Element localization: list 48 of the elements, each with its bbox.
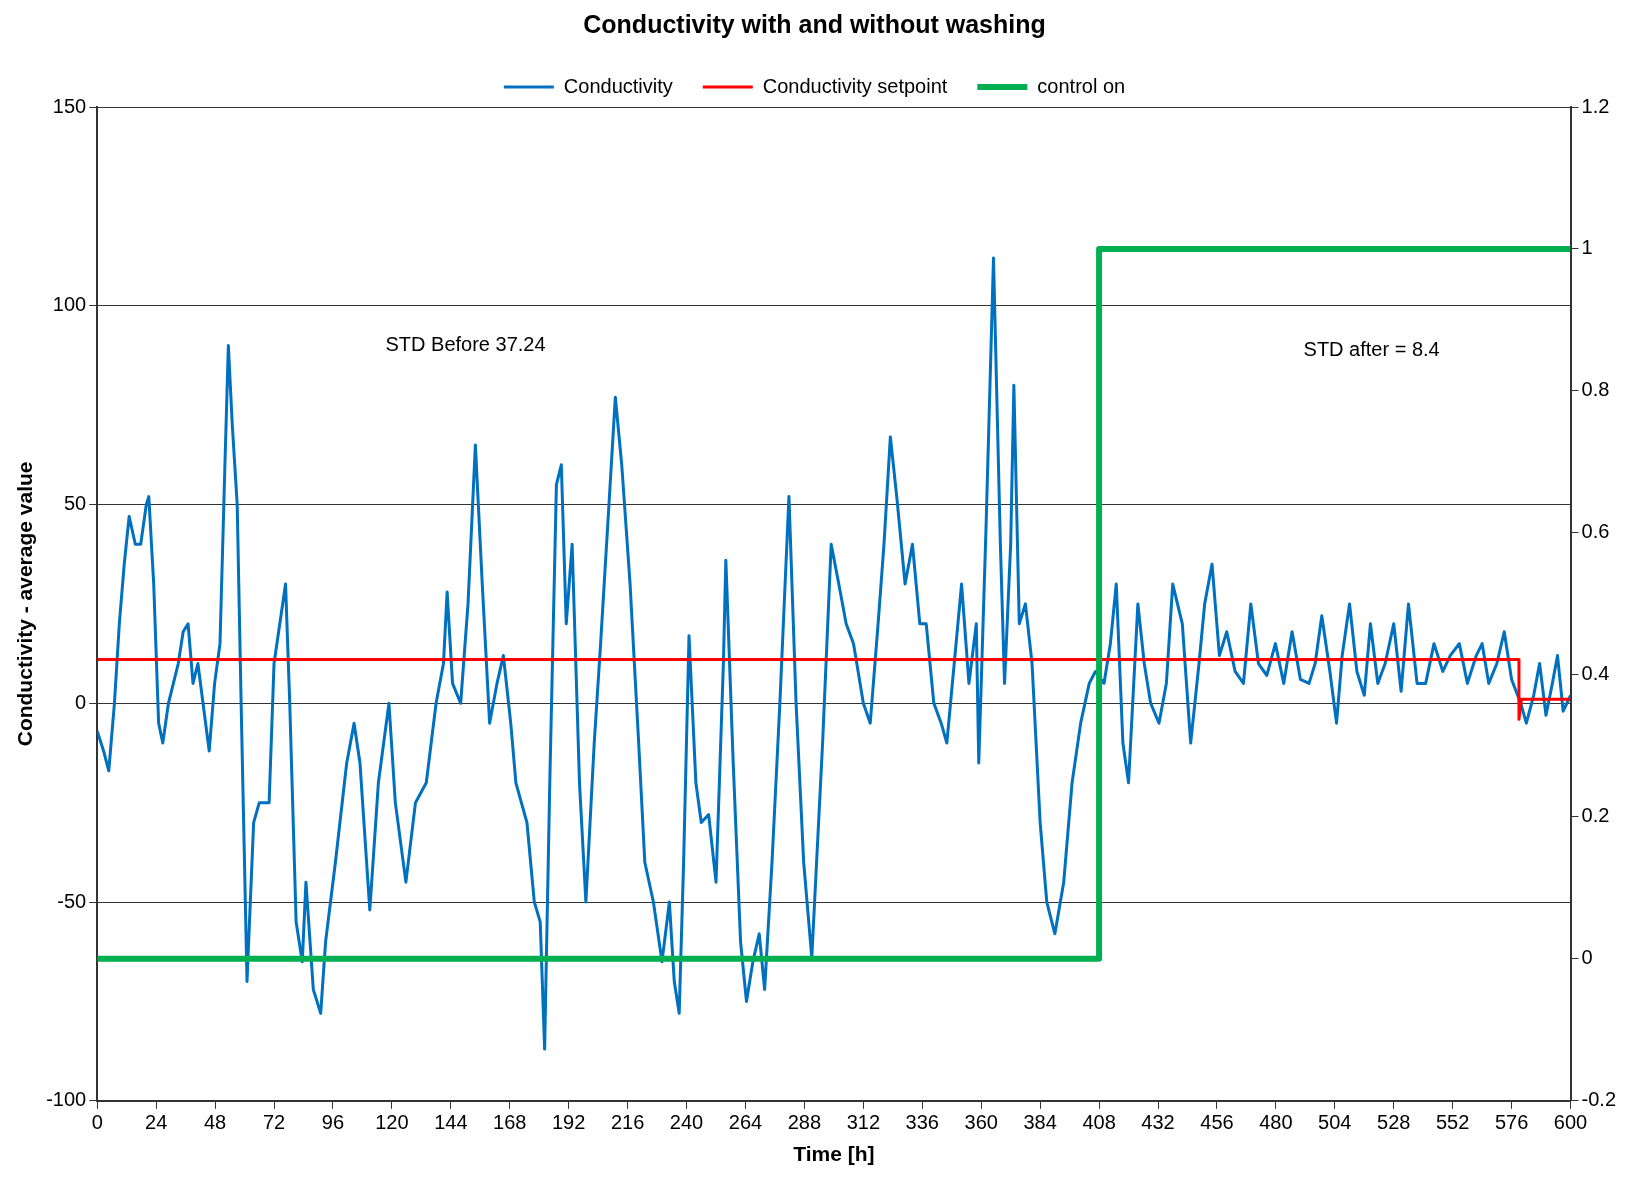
x-tick-label: 336 — [905, 1111, 939, 1134]
annotation: STD after = 8.4 — [1303, 338, 1440, 360]
x-tick-label: 480 — [1259, 1111, 1293, 1134]
x-tick-label: 360 — [964, 1111, 998, 1134]
y-tick-label: -50 — [57, 889, 87, 912]
x-tick-label: 432 — [1141, 1111, 1175, 1134]
x-tick-label: 0 — [91, 1111, 103, 1134]
y-tick-label: 0 — [75, 690, 87, 713]
y2-tick-label: 0.8 — [1581, 378, 1610, 401]
legend-label: Conductivity — [563, 74, 673, 97]
legend-label: Conductivity setpoint — [762, 74, 948, 97]
x-tick-label: 144 — [434, 1111, 468, 1134]
x-tick-label: 456 — [1200, 1111, 1234, 1134]
x-tick-label: 216 — [610, 1111, 645, 1134]
x-tick-label: 48 — [203, 1111, 227, 1134]
y2-tick-label: -0.2 — [1581, 1088, 1617, 1111]
x-tick-label: 384 — [1023, 1111, 1057, 1134]
y2-tick-label: 0 — [1581, 946, 1593, 969]
x-tick-label: 408 — [1082, 1111, 1116, 1134]
x-tick-label: 168 — [493, 1111, 527, 1134]
x-axis-title: Time [h] — [793, 1142, 875, 1166]
y-tick-label: 150 — [52, 94, 87, 117]
x-tick-label: 192 — [552, 1111, 586, 1134]
annotation: STD Before 37.24 — [385, 333, 546, 356]
y2-tick-label: 0.6 — [1581, 520, 1610, 543]
x-tick-label: 24 — [145, 1111, 168, 1134]
x-tick-label: 552 — [1435, 1111, 1470, 1134]
x-tick-label: 264 — [728, 1111, 763, 1134]
x-tick-label: 120 — [375, 1111, 409, 1134]
x-tick-label: 576 — [1494, 1111, 1529, 1134]
y-axis-title: Conductivity - average value — [13, 461, 37, 747]
x-tick-label: 72 — [262, 1111, 286, 1134]
y2-tick-label: 1.2 — [1581, 94, 1610, 117]
x-tick-label: 504 — [1318, 1111, 1352, 1134]
x-tick-label: 312 — [846, 1111, 881, 1134]
x-tick-label: 600 — [1553, 1111, 1588, 1134]
legend-label: control on — [1037, 74, 1126, 97]
chart-title: Conductivity with and without washing — [583, 9, 1046, 38]
y2-tick-label: 1 — [1581, 236, 1593, 259]
y-tick-label: 50 — [63, 492, 87, 515]
y2-tick-label: 0.4 — [1581, 662, 1610, 685]
y-tick-label: -100 — [46, 1088, 87, 1111]
x-tick-label: 96 — [321, 1111, 345, 1134]
x-tick-label: 240 — [669, 1111, 704, 1134]
y2-tick-label: 0.2 — [1581, 804, 1610, 827]
x-tick-label: 528 — [1377, 1111, 1411, 1134]
y-tick-label: 100 — [52, 293, 87, 316]
x-tick-label: 288 — [787, 1111, 822, 1134]
